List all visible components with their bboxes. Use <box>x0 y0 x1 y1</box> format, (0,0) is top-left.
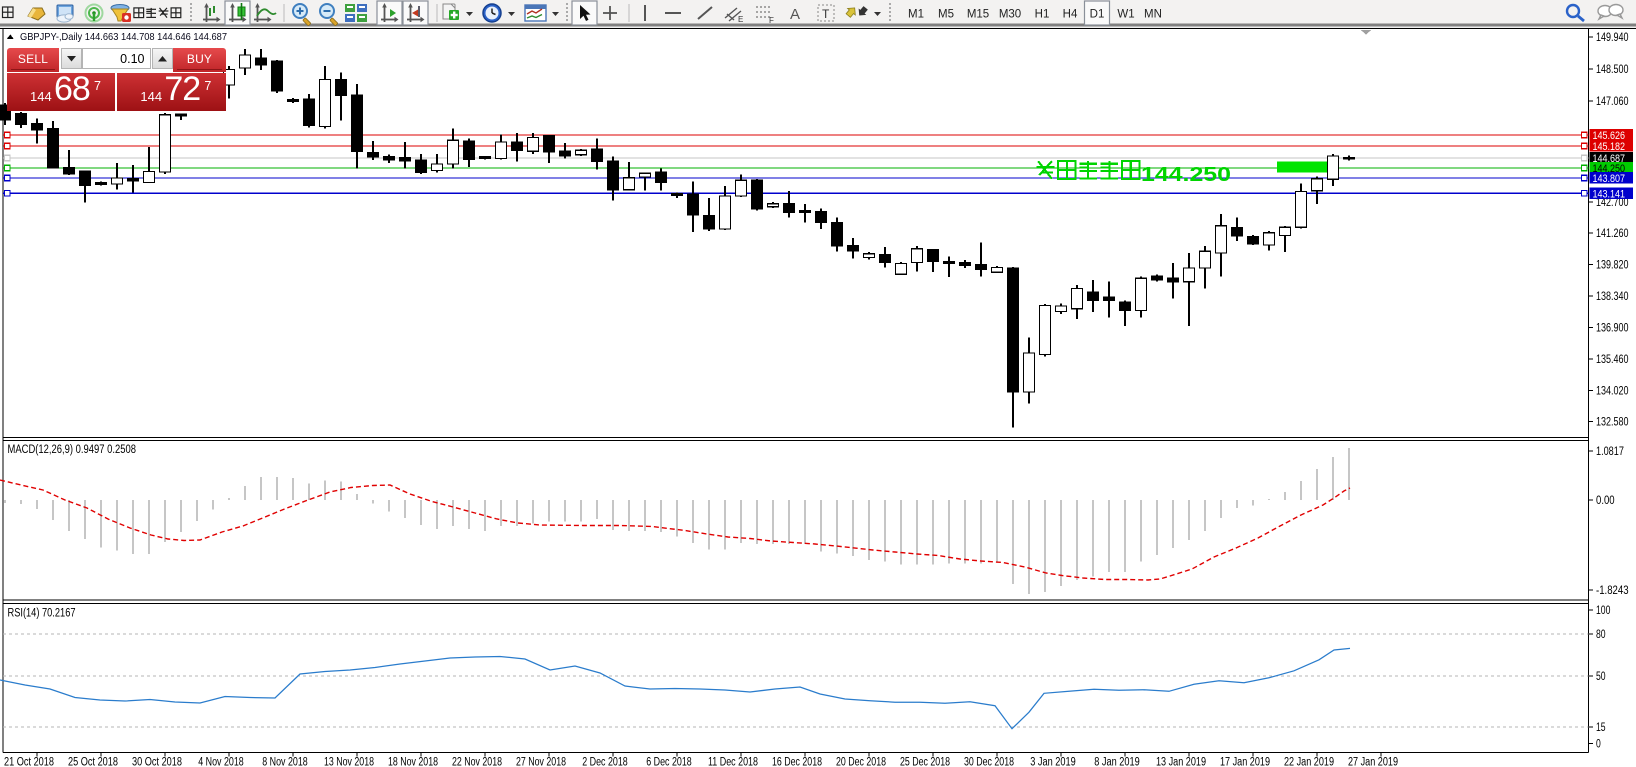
svg-text:MACD(12,26,9) 0.9497 0.2508: MACD(12,26,9) 0.9497 0.2508 <box>8 444 137 456</box>
svg-text:11 Dec 2018: 11 Dec 2018 <box>708 757 758 767</box>
svg-text:M5: M5 <box>938 9 954 21</box>
svg-text:143.141: 143.141 <box>1593 188 1626 200</box>
svg-text:21 Oct 2018: 21 Oct 2018 <box>4 757 54 767</box>
svg-text:20 Dec 2018: 20 Dec 2018 <box>836 757 886 767</box>
svg-text:80: 80 <box>1596 629 1606 641</box>
svg-text:6 Dec 2018: 6 Dec 2018 <box>646 757 692 767</box>
svg-text:22 Jan 2019: 22 Jan 2019 <box>1284 757 1334 767</box>
svg-text:25 Dec 2018: 25 Dec 2018 <box>900 757 950 767</box>
svg-text:100: 100 <box>1596 605 1610 617</box>
svg-text:D1: D1 <box>1090 9 1105 21</box>
svg-text:M15: M15 <box>967 9 989 21</box>
svg-text:3 Jan 2019: 3 Jan 2019 <box>1030 757 1076 767</box>
svg-text:141.260: 141.260 <box>1596 228 1629 240</box>
svg-text:144.250: 144.250 <box>1141 163 1231 186</box>
svg-text:T: T <box>822 7 830 21</box>
svg-text:143.807: 143.807 <box>1593 173 1626 185</box>
svg-text:139.820: 139.820 <box>1596 260 1629 272</box>
svg-text:4 Nov 2018: 4 Nov 2018 <box>198 757 244 767</box>
svg-text:50: 50 <box>1596 671 1606 683</box>
svg-text:E: E <box>738 15 743 24</box>
svg-text:147.060: 147.060 <box>1596 96 1629 108</box>
svg-text:F: F <box>769 16 774 25</box>
svg-text:145.626: 145.626 <box>1593 130 1626 142</box>
svg-text:M30: M30 <box>999 9 1021 21</box>
svg-text:142.700: 142.700 <box>1596 197 1629 209</box>
svg-text:30 Dec 2018: 30 Dec 2018 <box>964 757 1014 767</box>
svg-text:0: 0 <box>1596 739 1601 751</box>
svg-text:135.460: 135.460 <box>1596 354 1629 366</box>
svg-text:132.580: 132.580 <box>1596 417 1629 429</box>
svg-text:149.940: 149.940 <box>1596 32 1629 44</box>
svg-text:M1: M1 <box>908 9 924 21</box>
svg-text:134.020: 134.020 <box>1596 386 1629 398</box>
svg-text:148.500: 148.500 <box>1596 64 1629 76</box>
svg-text:0.00: 0.00 <box>1596 495 1615 507</box>
svg-text:138.340: 138.340 <box>1596 291 1629 303</box>
svg-text:MN: MN <box>1144 9 1162 21</box>
svg-text:144.687: 144.687 <box>1593 153 1626 165</box>
svg-text:H1: H1 <box>1035 9 1050 21</box>
svg-text:17 Jan 2019: 17 Jan 2019 <box>1220 757 1270 767</box>
svg-text:30 Oct 2018: 30 Oct 2018 <box>132 757 182 767</box>
svg-text:27 Jan 2019: 27 Jan 2019 <box>1348 757 1398 767</box>
svg-text:16 Dec 2018: 16 Dec 2018 <box>772 757 822 767</box>
svg-text:144.250: 144.250 <box>1593 163 1626 175</box>
svg-text:145.182: 145.182 <box>1593 141 1626 153</box>
svg-text:25 Oct 2018: 25 Oct 2018 <box>68 757 118 767</box>
svg-text:-1.8243: -1.8243 <box>1596 585 1629 597</box>
svg-text:2 Dec 2018: 2 Dec 2018 <box>582 757 628 767</box>
svg-text:22 Nov 2018: 22 Nov 2018 <box>452 757 502 767</box>
svg-text:W1: W1 <box>1117 9 1134 21</box>
svg-text:18 Nov 2018: 18 Nov 2018 <box>388 757 438 767</box>
svg-text:13 Jan 2019: 13 Jan 2019 <box>1156 757 1206 767</box>
svg-text:GBPJPY-,Daily 144.663 144.708: GBPJPY-,Daily 144.663 144.708 144.646 14… <box>20 31 227 43</box>
svg-text:13 Nov 2018: 13 Nov 2018 <box>324 757 374 767</box>
svg-text:A: A <box>790 6 800 23</box>
svg-text:27 Nov 2018: 27 Nov 2018 <box>516 757 566 767</box>
svg-text:8 Jan 2019: 8 Jan 2019 <box>1094 757 1140 767</box>
svg-text:H4: H4 <box>1063 9 1078 21</box>
svg-text:136.900: 136.900 <box>1596 323 1629 335</box>
svg-text:1.0817: 1.0817 <box>1596 446 1624 458</box>
svg-text:8 Nov 2018: 8 Nov 2018 <box>262 757 308 767</box>
svg-text:15: 15 <box>1596 722 1606 734</box>
svg-text:RSI(14) 70.2167: RSI(14) 70.2167 <box>8 608 76 620</box>
